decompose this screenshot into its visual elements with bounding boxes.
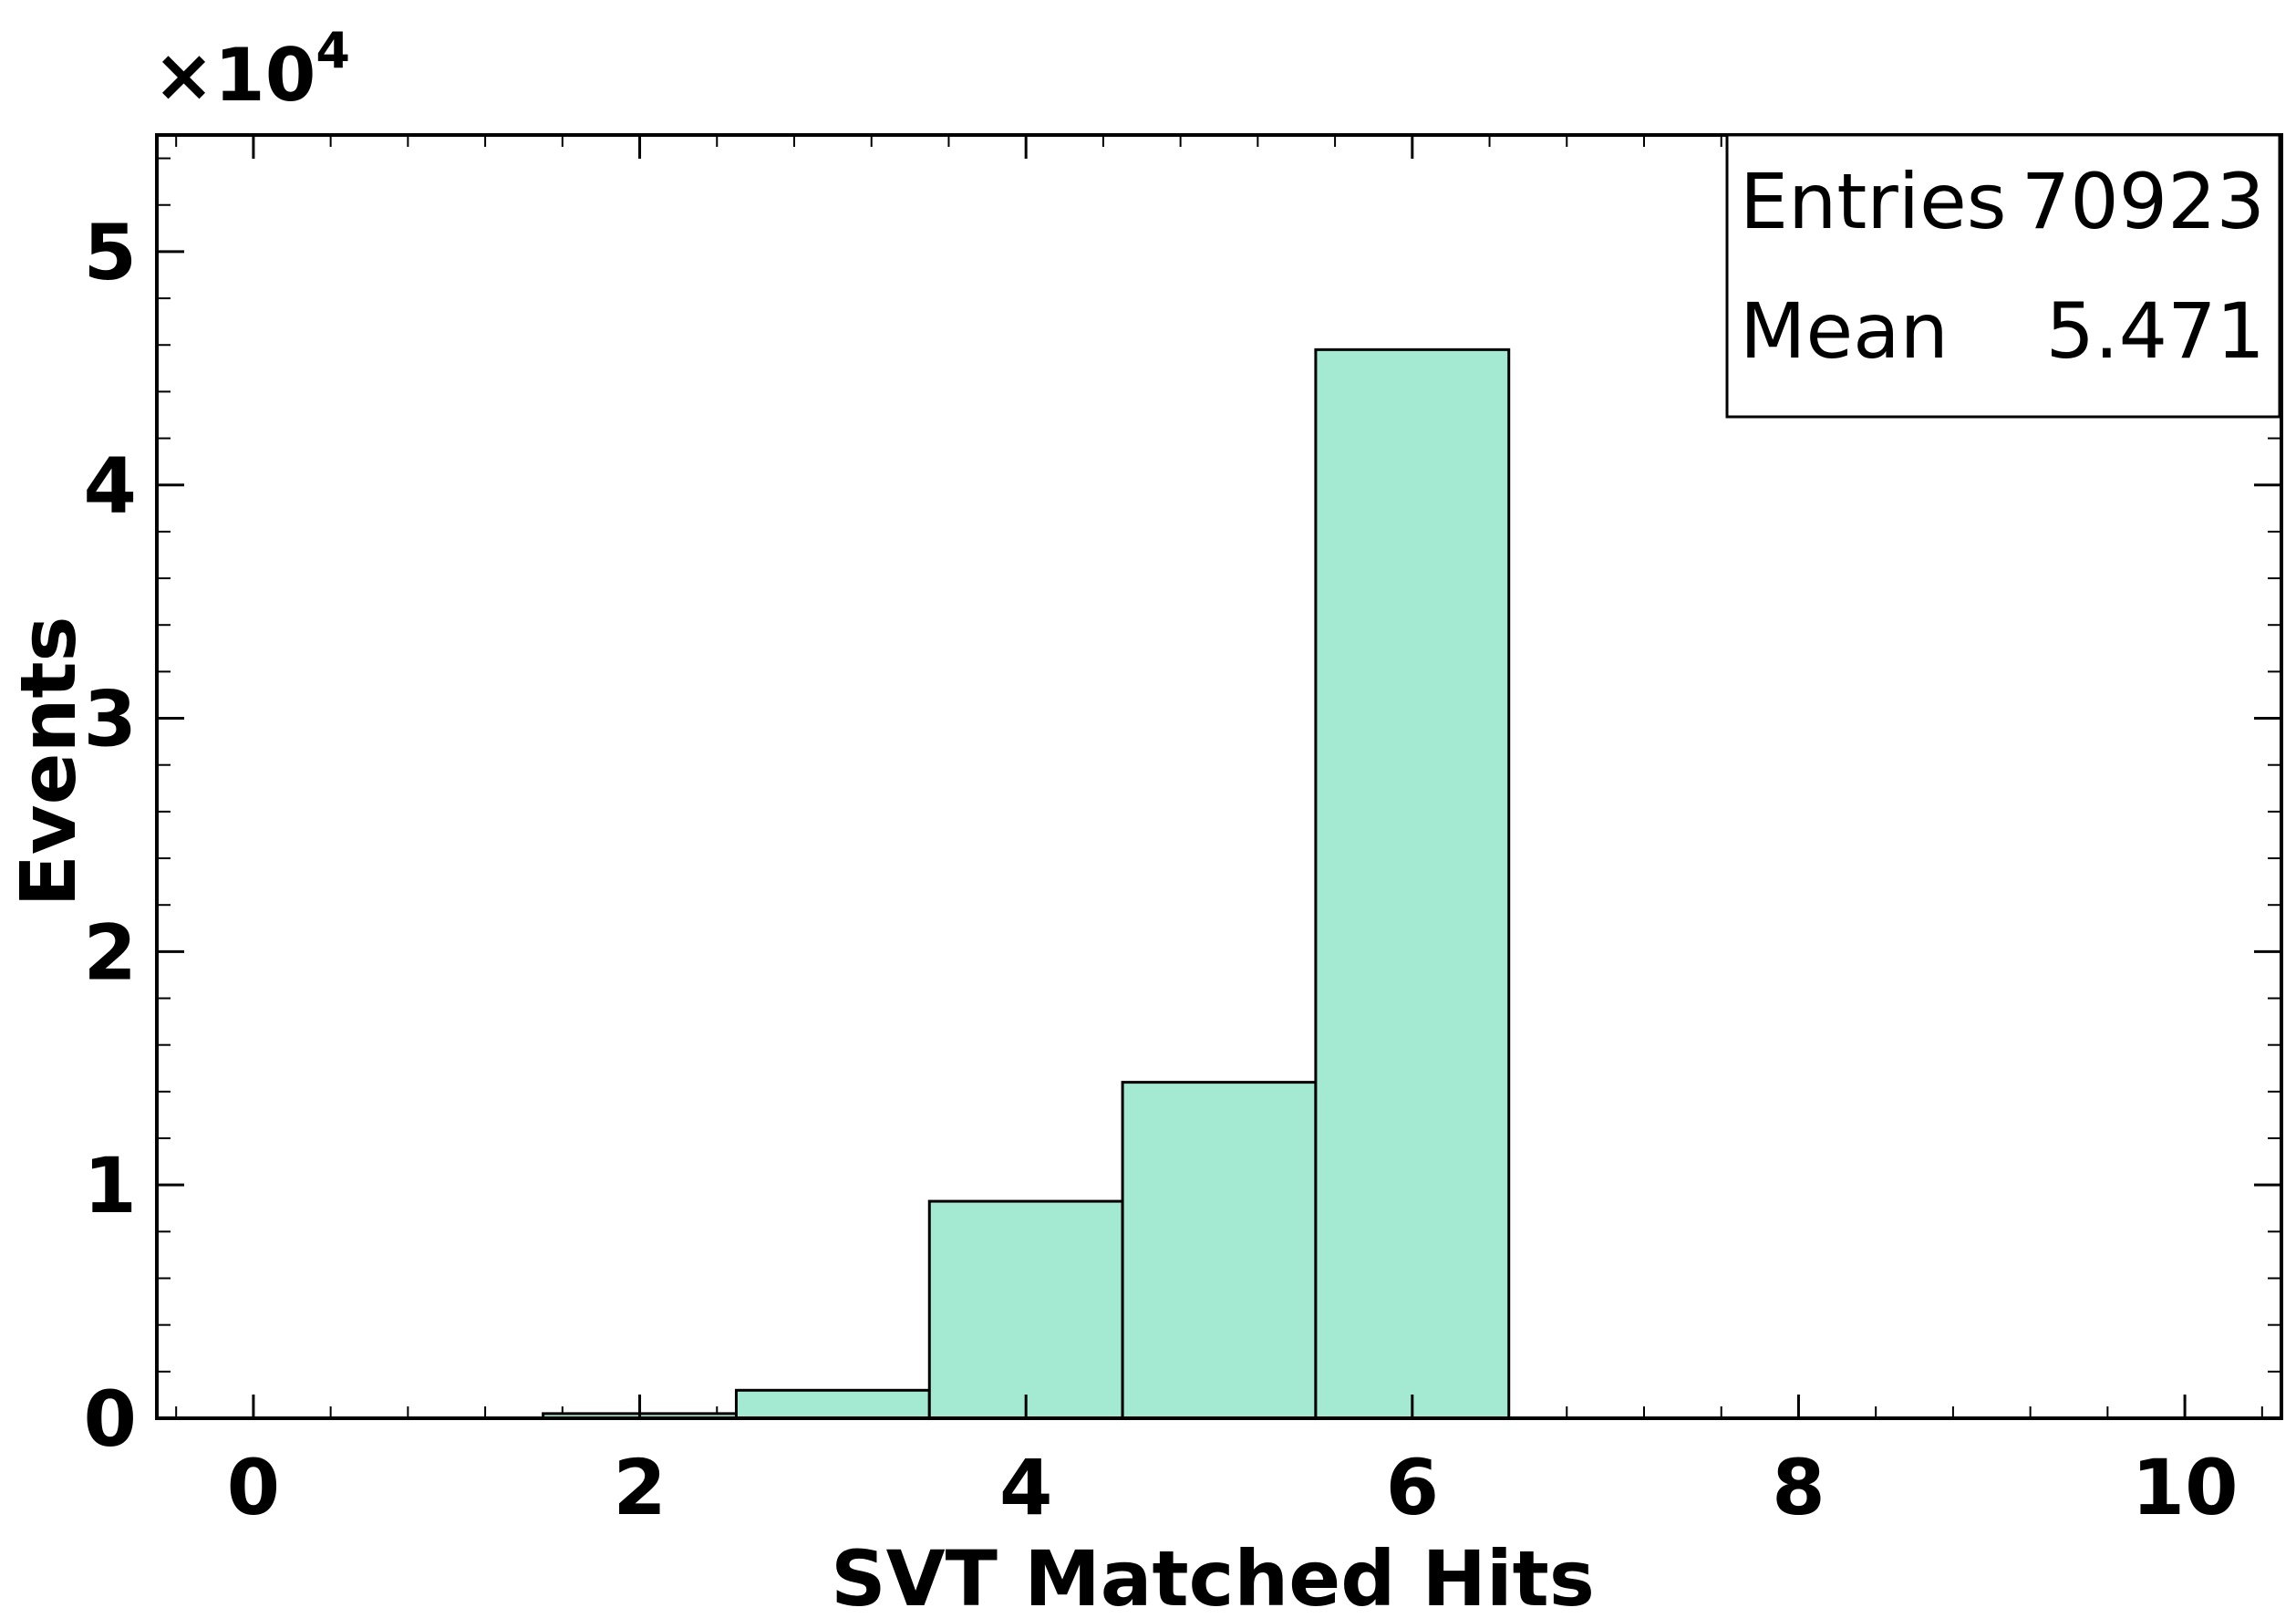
y-scale-exponent: 4	[315, 22, 350, 79]
stats-box: Entries 70923 Mean 5.471	[1725, 133, 2281, 419]
y-scale-multiplier: ×104	[153, 22, 350, 118]
y-tick-label-4: 4	[84, 441, 137, 531]
stats-entries-value: 70923	[2022, 157, 2265, 246]
stats-entries-label: Entries	[1740, 157, 2007, 246]
histogram-bar-3	[734, 1388, 931, 1420]
stats-mean-value: 5.471	[2046, 286, 2265, 376]
y-tick-labels: 0 1 2 3 4 5	[84, 208, 137, 1464]
x-tick-label-6: 6	[1386, 1443, 1439, 1532]
y-tick-label-0: 0	[84, 1374, 137, 1464]
plot-frame	[155, 133, 2283, 1420]
x-tick-labels: 0 2 4 6 8 10	[227, 1443, 2239, 1532]
histogram-bars	[542, 347, 1511, 1420]
x-tick-label-0: 0	[227, 1443, 280, 1532]
x-tick-label-4: 4	[999, 1443, 1052, 1532]
histogram-bar-6	[1314, 347, 1511, 1420]
x-tick-label-8: 8	[1772, 1443, 1825, 1532]
y-scale-base: ×10	[153, 33, 315, 118]
histogram-bar-4	[927, 1199, 1124, 1420]
x-tick-label-10: 10	[2132, 1443, 2239, 1532]
x-axis-title: SVT Matched Hits	[831, 1534, 1595, 1618]
y-tick-label-5: 5	[84, 208, 137, 297]
stats-box-frame	[1725, 133, 2281, 419]
y-axis-title: Events	[4, 616, 93, 907]
x-tick-label-2: 2	[613, 1443, 666, 1532]
y-tick-label-1: 1	[84, 1141, 137, 1230]
stats-mean-label: Mean	[1740, 286, 1949, 376]
y-tick-label-2: 2	[84, 908, 137, 997]
histogram-bar-5	[1121, 1081, 1318, 1420]
y-tick-label-3: 3	[84, 675, 137, 764]
